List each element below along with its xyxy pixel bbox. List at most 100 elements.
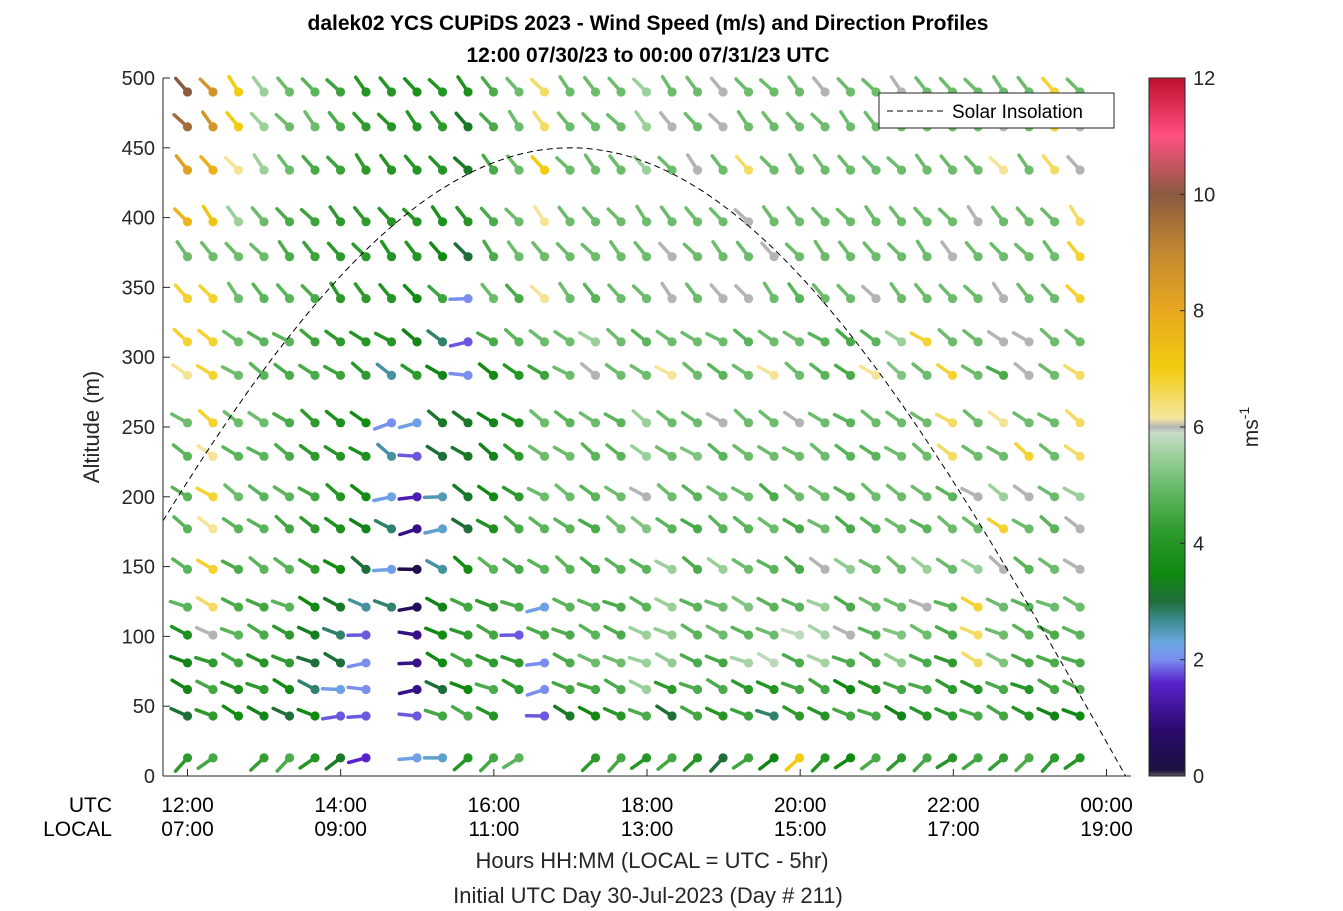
- wind-barb: [935, 678, 958, 695]
- wind-barb: [425, 558, 448, 574]
- wind-barb: [809, 442, 830, 461]
- wind-barb: [1061, 708, 1085, 721]
- wind-barb: [246, 653, 269, 668]
- wind-barb: [346, 658, 371, 669]
- wind-barb: [660, 281, 677, 304]
- wind-barb: [248, 361, 269, 380]
- wind-barb: [347, 598, 371, 612]
- wind-barb: [989, 241, 1009, 262]
- wind-barb: [782, 705, 805, 721]
- wind-barb: [505, 283, 524, 304]
- wind-barb: [811, 206, 830, 227]
- wind-barb: [173, 753, 193, 773]
- wind-barb: [172, 515, 193, 534]
- wind-barb: [784, 242, 805, 262]
- wind-barb: [704, 654, 728, 668]
- wind-barb: [579, 556, 601, 574]
- wind-barb: [322, 596, 346, 612]
- x-tick-label-utc: 00:00: [1080, 794, 1133, 817]
- wind-barb: [832, 707, 856, 721]
- wind-barb: [683, 111, 703, 132]
- wind-barb: [935, 753, 958, 770]
- wind-barb: [781, 598, 805, 612]
- wind-barb: [985, 365, 1009, 380]
- wind-barb: [452, 483, 473, 502]
- wind-barb: [783, 410, 805, 428]
- wind-barb: [1011, 653, 1034, 668]
- wind-barb: [707, 442, 728, 461]
- legend: Solar Insolation: [878, 92, 1115, 129]
- x-tick-label-local: 07:00: [161, 818, 214, 841]
- wind-barb: [173, 76, 193, 97]
- wind-barb: [272, 485, 295, 502]
- x-tick-label-utc: 18:00: [621, 794, 674, 817]
- wind-barb: [1062, 558, 1085, 574]
- wind-barb: [220, 680, 244, 695]
- wind-barb: [988, 753, 1009, 772]
- wind-barb: [607, 753, 626, 773]
- wind-barb: [479, 753, 499, 773]
- wind-barb: [194, 708, 218, 721]
- x-tick-label-utc: 20:00: [774, 794, 827, 817]
- wind-barb: [1061, 655, 1085, 668]
- wind-barb: [1038, 557, 1060, 574]
- wind-barb: [679, 446, 703, 461]
- wind-barb: [199, 155, 218, 175]
- wind-barb: [195, 679, 218, 695]
- wind-barb: [786, 206, 805, 227]
- wind-barb: [857, 708, 881, 721]
- y-tick-label: 500: [122, 68, 155, 90]
- wind-barb: [456, 75, 473, 97]
- wind-barb: [859, 516, 881, 534]
- wind-barb: [379, 239, 397, 262]
- wind-barb: [403, 154, 422, 175]
- wind-barb: [756, 364, 779, 380]
- wind-barb: [606, 327, 626, 347]
- wind-barb: [658, 111, 677, 132]
- wind-barb: [708, 112, 728, 132]
- wind-barb: [503, 443, 524, 461]
- wind-barb: [300, 77, 320, 97]
- wind-barb: [630, 444, 652, 461]
- wind-barb: [705, 331, 728, 347]
- wind-barb: [275, 207, 295, 227]
- wind-barb: [960, 558, 983, 574]
- wind-barb: [580, 242, 601, 262]
- wind-barb: [172, 113, 193, 132]
- wind-barb: [1035, 599, 1060, 612]
- wind-barb: [500, 600, 524, 612]
- wind-barb: [353, 75, 371, 97]
- wind-barb: [482, 239, 499, 262]
- wind-barb: [937, 328, 958, 347]
- wind-barb: [654, 597, 677, 612]
- wind-barb: [1038, 363, 1060, 380]
- wind-barb: [1016, 282, 1034, 304]
- wind-barb: [376, 442, 397, 461]
- wind-barb: [1010, 598, 1034, 612]
- wind-barb: [577, 705, 601, 721]
- wind-barb: [757, 329, 779, 347]
- wind-barb: [863, 110, 881, 132]
- wind-barb: [505, 76, 524, 97]
- chart-title-line1: dalek02 YCS CUPiDS 2023 - Wind Speed (m/…: [308, 12, 989, 35]
- wind-barb: [448, 370, 473, 380]
- wind-barb: [506, 240, 524, 262]
- wind-barb: [834, 443, 856, 461]
- wind-barb: [706, 557, 728, 574]
- wind-barb: [276, 154, 295, 175]
- wind-barb: [731, 753, 754, 770]
- wind-barb: [552, 445, 575, 461]
- wind-barb: [197, 516, 218, 534]
- wind-barb: [298, 558, 320, 574]
- wind-barb: [553, 517, 575, 534]
- wind-barb: [835, 515, 856, 534]
- wind-barb: [170, 678, 193, 695]
- wind-barb: [658, 241, 677, 262]
- wind-barb: [655, 329, 677, 347]
- wind-barb: [221, 445, 244, 461]
- wind-barb: [398, 524, 422, 537]
- wind-barb: [346, 753, 371, 765]
- wind-barb: [706, 362, 728, 380]
- wind-barb: [961, 651, 983, 668]
- wind-barb: [734, 154, 754, 175]
